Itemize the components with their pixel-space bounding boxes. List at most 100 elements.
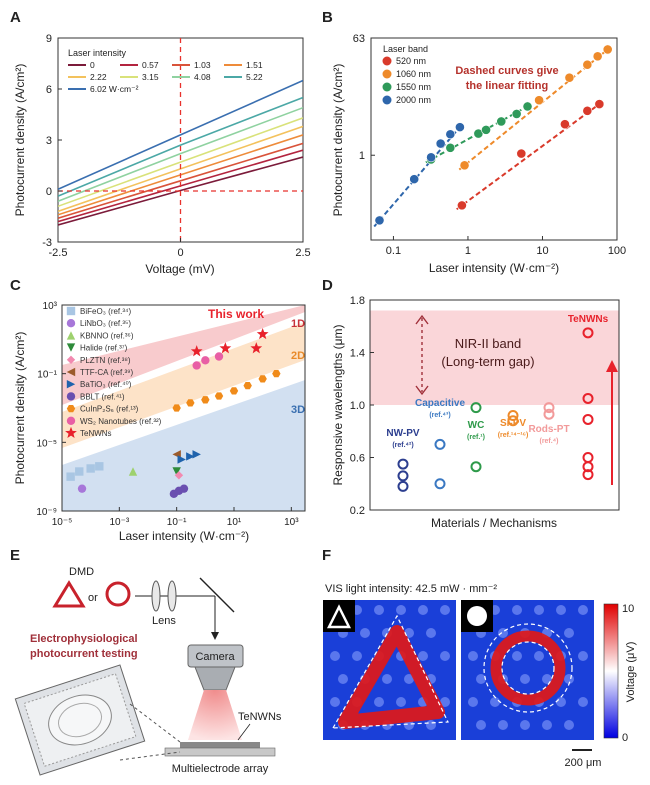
panel-d-category-ref: (ref.⁴) (539, 438, 558, 445)
panel-a-xtick-label: 2.5 (295, 247, 310, 259)
panel-b-data-point (481, 124, 491, 135)
panel-f-electrode-spot (564, 720, 574, 730)
panel-c-legend-label: BBLT (ref.⁴¹) (80, 392, 125, 401)
panel-f-electrode-spot (338, 674, 348, 684)
panel-d-data-point (397, 470, 409, 482)
panel-f-scalebar-label: 200 μm (565, 757, 602, 769)
panel-c-legend-label: KBNNO (ref.³⁶) (80, 331, 134, 340)
panel-a-series-line (58, 96, 303, 197)
panel-d-ytick-label: 1.8 (350, 295, 365, 307)
panel-b-data-point (445, 142, 456, 153)
panel-b-data-point (560, 119, 570, 130)
panel-a-xlabel: Voltage (mV) (145, 262, 214, 276)
panel-b-data-point (409, 174, 420, 185)
panel-f-electrode-spot (374, 697, 384, 707)
panel-b-data-point (426, 152, 436, 163)
panel-b-data-point (455, 122, 465, 133)
panel-d-category-ref: (ref.⁴³) (429, 412, 450, 419)
panel-d-data-point (582, 469, 594, 481)
panel-d-category-ref: (ref.¹⁴⁻¹⁶) (498, 432, 529, 439)
panel-f-electrode-spot (578, 697, 588, 707)
panel-letter-b: B (322, 9, 333, 26)
panel-b-ytick-label: 1 (359, 150, 365, 162)
panel-c-data-point (201, 396, 210, 404)
panel-d-data-point (507, 410, 519, 421)
panel-d-data-point (470, 461, 482, 473)
panel-e-triangle-pattern (52, 580, 86, 608)
panel-c-annotation: This work (208, 307, 264, 321)
panel-b-data-point (496, 116, 507, 127)
panel-c-legend-marker (66, 367, 76, 377)
panel-c-legend-marker (65, 426, 77, 439)
panel-a-ytick-label: 3 (46, 135, 52, 147)
panel-f-electrode-spot (382, 674, 392, 684)
panel-c-data-point (66, 472, 75, 481)
panel-d-category-label: NW-PV (386, 428, 419, 439)
panel-b-data-point (582, 105, 593, 116)
panel-f-electrode-spot (404, 720, 414, 730)
panel-f-electrode-spot (426, 720, 436, 730)
panel-f-electrode-spot (418, 605, 428, 615)
panel-f-electrode-spot (542, 720, 552, 730)
panel-b-data-point (582, 59, 593, 70)
panel-b-fit-line (456, 100, 604, 211)
panel-c-data-point (243, 382, 252, 390)
panel-c-xtick-label: 10⁻³ (109, 517, 129, 528)
panel-b-data-point (459, 160, 470, 171)
panel-e-beam-arrow-head (211, 632, 219, 640)
panel-c-legend-label: TeNWNs (80, 429, 112, 438)
panel-c-ytick-label: 10³ (43, 301, 58, 312)
panel-c-band-2d (62, 322, 305, 448)
panel-f-electrode-spot (476, 720, 486, 730)
panel-c-data-point (172, 467, 181, 476)
panel-d-data-point (434, 478, 446, 490)
panel-d-data-point (397, 480, 409, 492)
panel-e-testing-line2: photocurrent testing (30, 648, 138, 660)
panel-b-legend-label: 520 nm (396, 56, 426, 66)
panel-b-xtick-label: 100 (608, 245, 626, 257)
panel-b-legend-marker (382, 69, 392, 79)
panel-f-electrode-spot (512, 605, 522, 615)
panel-a-legend-label: 3.15 (142, 72, 159, 82)
panel-e-light-cone (188, 690, 242, 740)
panel-a-legend-label: 6.02 W·cm⁻² (90, 84, 139, 94)
panel-a-legend-title: Laser intensity (68, 48, 127, 58)
panel-f-circle-outline-outer (483, 623, 573, 713)
panel-c-data-point (86, 464, 95, 473)
panel-a-legend-label: 5.22 (246, 72, 263, 82)
panel-f-inset-circle-icon (467, 606, 487, 626)
panel-c-data-point (258, 375, 267, 383)
panel-b-xtick-label: 10 (536, 245, 548, 257)
panel-f-electrode-spot (330, 697, 340, 707)
panel-f-electrode-spot (534, 651, 544, 661)
panel-d-category-label: Capacitive (415, 398, 465, 409)
panel-c-data-point (272, 370, 281, 378)
panel-a-ylabel: Photocurrent density (A/cm²) (13, 64, 27, 217)
panel-e-or-label: or (88, 592, 98, 604)
panel-c-data-point (256, 327, 269, 340)
panel-c-data-point (214, 352, 224, 361)
panel-b-data-point (511, 109, 522, 119)
panel-c-legend-marker (66, 380, 76, 389)
panel-d-category-label: Rods-PT (528, 424, 569, 435)
panel-f-electrode-spot (556, 697, 566, 707)
panel-d-data-point (507, 415, 519, 427)
panel-f-electrode-spot (426, 628, 436, 638)
panel-b-data-point (457, 200, 467, 211)
panel-d-data-point (397, 458, 409, 470)
panel-f-electrode-spot (578, 651, 588, 661)
panel-f-triangle-response (338, 625, 445, 729)
panel-f-electrode-spot (440, 605, 450, 615)
panel-f-circle-outline-inner (501, 641, 555, 695)
panel-f-electrode-spot (564, 628, 574, 638)
panel-b-data-point (592, 51, 603, 62)
panel-f-colorbar-max: 10 (622, 603, 634, 615)
panel-b-ylabel: Photocurrent density (A/cm²) (331, 64, 345, 217)
panel-b-chart: 0.1 1 10 100 1 63 Laser band 520 nm 1060 nm 1550… (331, 33, 626, 275)
panel-d-ytick-label: 1.0 (350, 400, 365, 412)
panel-c-legend-label: LiNbO₃ (ref.³⁵) (80, 319, 131, 328)
panel-b-xtick-label: 0.1 (386, 245, 401, 257)
panel-b-data-point (594, 99, 605, 109)
panel-b-ytick-label: 63 (353, 33, 365, 45)
panel-e-lens-2 (167, 580, 177, 612)
